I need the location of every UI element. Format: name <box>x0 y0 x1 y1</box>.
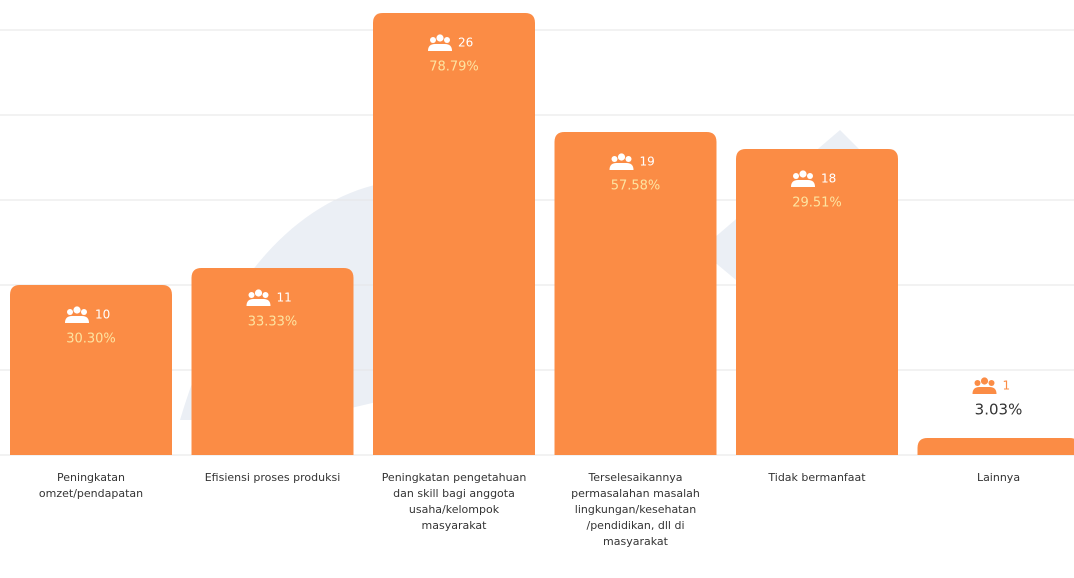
icon-head <box>625 156 632 162</box>
icon-body <box>428 44 452 51</box>
percent-label: 78.79% <box>429 60 479 75</box>
icon-head <box>262 292 269 298</box>
x-tick-label: Peningkatan pengetahuan dan skill bagi a… <box>381 471 527 532</box>
bar <box>10 285 172 455</box>
count-label: 10 <box>95 308 110 322</box>
x-tick-label: Tidak bermanfaat <box>768 471 866 484</box>
count-label: 11 <box>277 291 292 305</box>
icon-head <box>980 377 989 385</box>
icon-head <box>793 173 799 179</box>
bar <box>917 438 1074 455</box>
percent-label: 57.58% <box>611 179 661 194</box>
percent-label: 30.30% <box>66 332 116 347</box>
x-tick-label: Lainnya <box>976 471 1021 484</box>
icon-head <box>81 309 87 315</box>
people-icon <box>428 34 452 51</box>
percent-label: 33.33% <box>248 315 298 330</box>
icon-head <box>444 37 450 43</box>
count-label: 19 <box>640 155 655 169</box>
icon-body <box>972 387 997 394</box>
people-icon <box>791 170 815 187</box>
percent-label: 3.03% <box>975 401 1023 419</box>
percent-label: 29.51% <box>792 196 842 211</box>
icon-head <box>248 292 255 298</box>
count-label: 18 <box>821 172 836 186</box>
people-icon <box>65 306 89 323</box>
people-icon <box>972 377 997 394</box>
icon-head <box>799 170 807 178</box>
icon-body <box>791 180 815 187</box>
people-icon <box>246 289 271 306</box>
count-label: 1 <box>1003 379 1011 393</box>
icon-head <box>73 306 81 314</box>
icon-head <box>988 380 995 386</box>
icon-head <box>617 153 626 161</box>
icon-head <box>611 156 618 162</box>
icon-head <box>67 309 73 315</box>
icon-head <box>436 34 444 42</box>
people-icon <box>609 153 634 170</box>
bar <box>191 268 354 455</box>
x-tick-label: Terselesaikannya permasalahan masalah li… <box>571 471 700 548</box>
x-tick-label: Efisiensi proses produksi <box>204 471 341 484</box>
bar <box>736 149 898 455</box>
bar <box>373 13 535 455</box>
icon-head <box>807 173 813 179</box>
icon-body <box>65 316 89 323</box>
icon-head <box>430 37 436 43</box>
icon-body <box>609 163 634 170</box>
icon-body <box>246 299 271 306</box>
count-label: 26 <box>458 36 473 50</box>
icon-head <box>974 380 981 386</box>
x-tick-label: Peningkatan omzet/pendapatan <box>38 471 144 500</box>
icon-head <box>254 289 263 297</box>
bar <box>554 132 717 455</box>
